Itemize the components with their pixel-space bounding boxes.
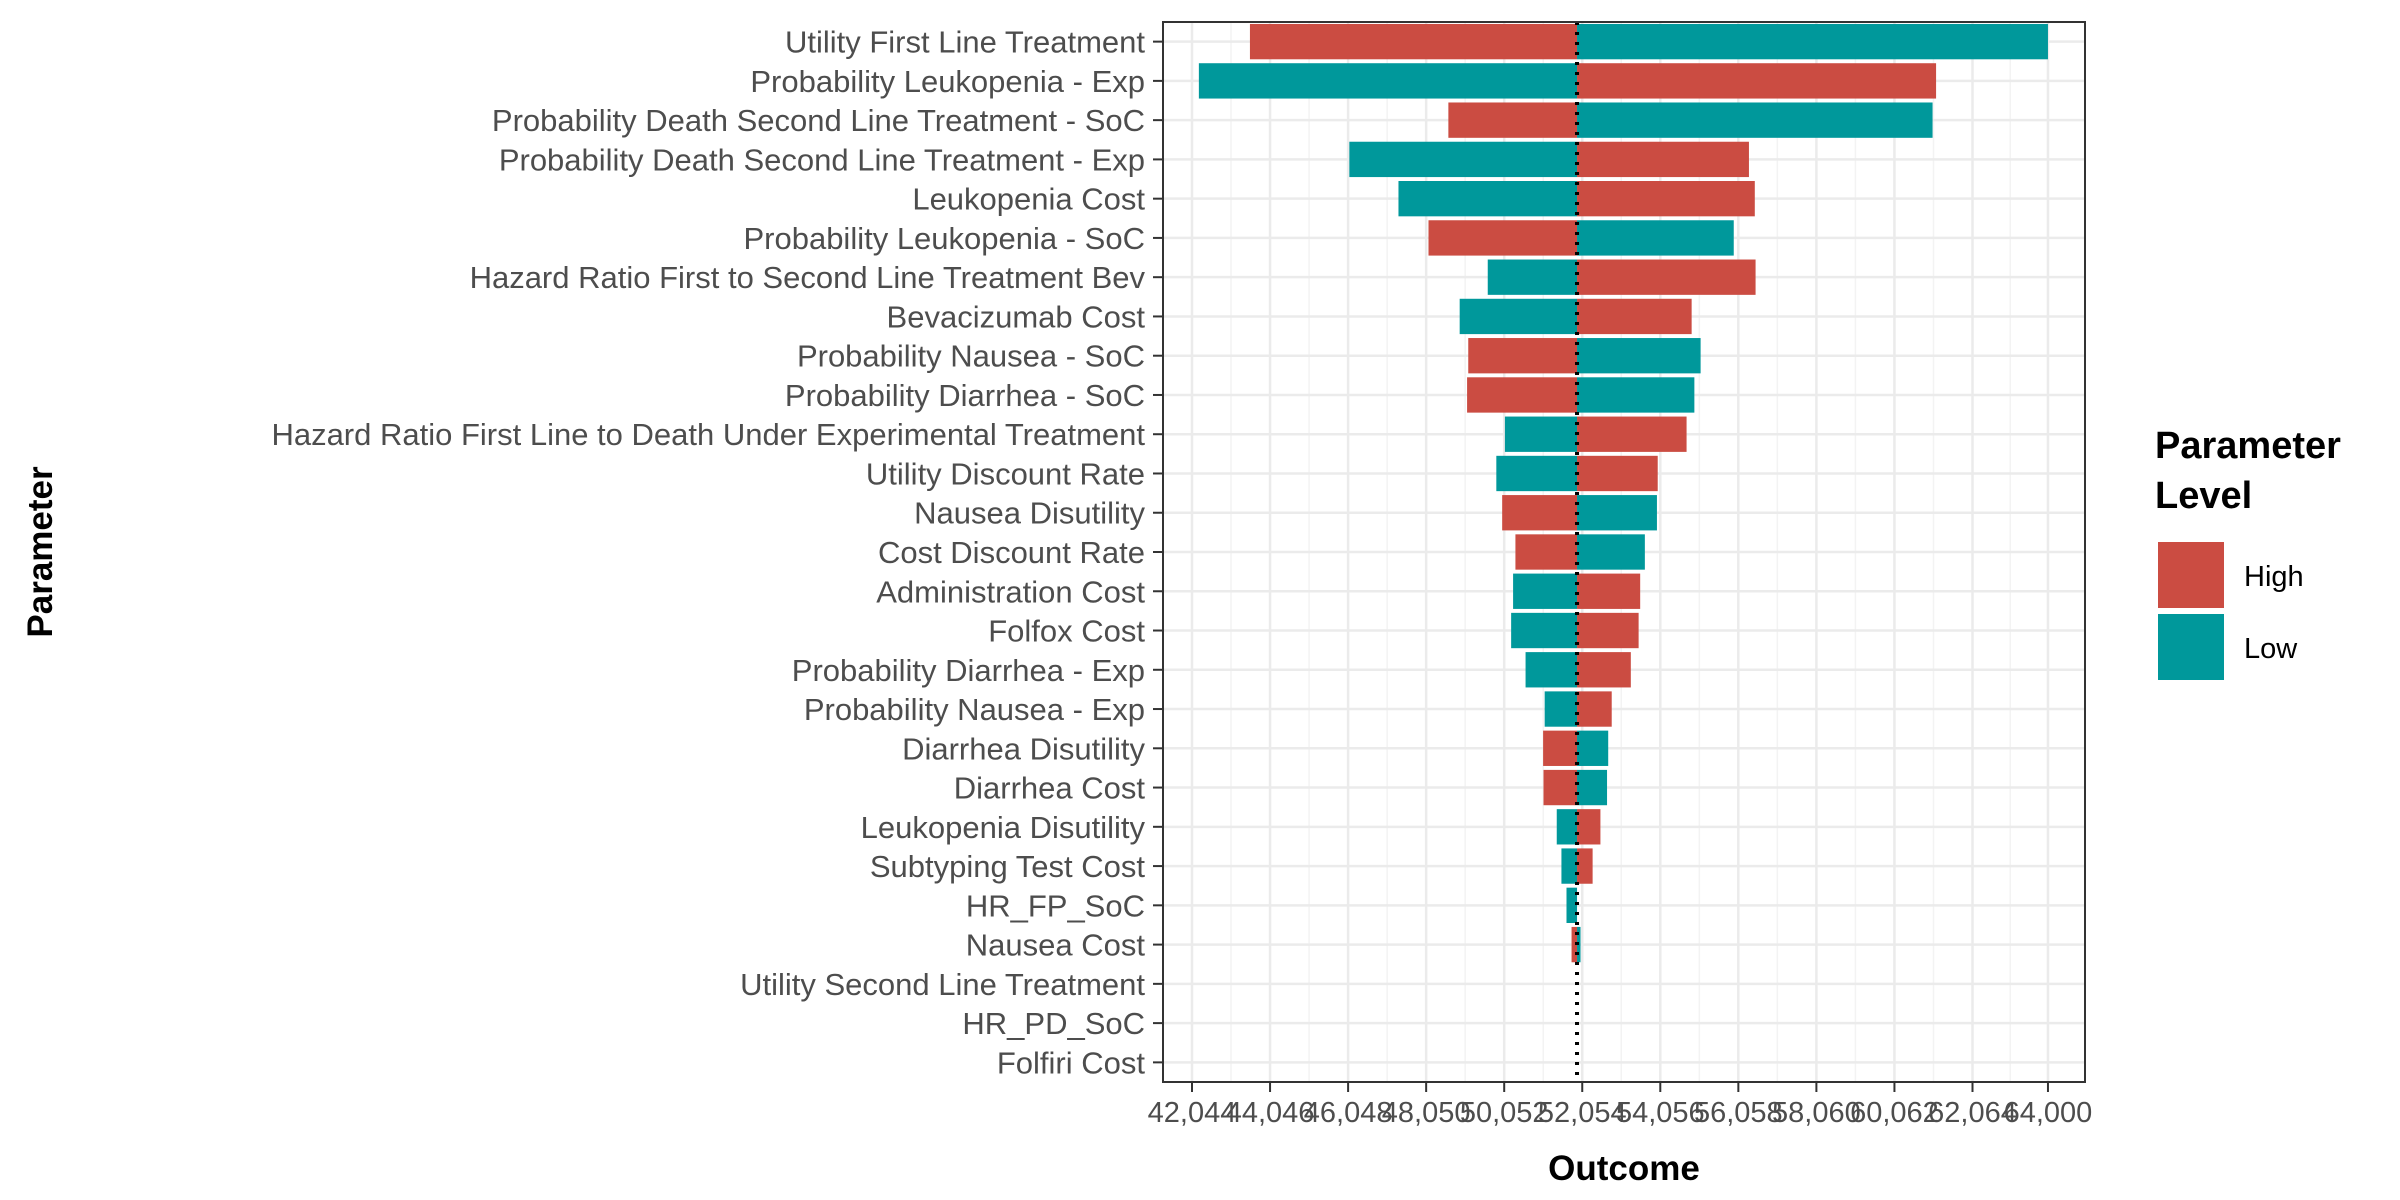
bar-low <box>1577 220 1734 256</box>
bar-low <box>1556 809 1578 845</box>
y-tick-label: Subtyping Test Cost <box>870 849 1146 884</box>
bar-low <box>1349 141 1578 178</box>
bar-high <box>1577 298 1692 335</box>
bar-high <box>1577 141 1749 178</box>
y-axis-title: Parameter <box>21 466 60 638</box>
bar-high <box>1467 377 1578 413</box>
legend: Parameter Level High Low <box>2155 425 2351 680</box>
bar-high <box>1577 455 1658 492</box>
y-tick-label: Probability Diarrhea - Exp <box>792 653 1145 688</box>
x-tick-label: 48,050 <box>1382 1097 1471 1129</box>
y-tick-label: Leukopenia Cost <box>912 182 1145 217</box>
bar-low <box>1525 652 1578 688</box>
bar-low <box>1577 730 1609 766</box>
bar-low <box>1577 769 1608 806</box>
bar-low <box>1487 259 1578 295</box>
bars <box>1198 23 2048 963</box>
bar-low <box>1544 691 1578 727</box>
x-tick-label: 42,044 <box>1148 1097 1237 1129</box>
legend-title-line-1: Parameter <box>2155 425 2341 467</box>
legend-title: Parameter Level <box>2155 425 2351 517</box>
bar-high <box>1571 926 1578 963</box>
bar-low <box>1513 573 1578 609</box>
bar-low <box>1577 102 1933 138</box>
bar-low <box>1511 612 1578 649</box>
bar-high <box>1577 181 1755 217</box>
bar-high <box>1428 220 1578 256</box>
bar-high <box>1543 730 1578 766</box>
y-tick-label: Nausea Cost <box>966 928 1146 963</box>
y-tick-label: Probability Death Second Line Treatment … <box>492 103 1145 138</box>
bar-high <box>1577 691 1612 727</box>
legend-label-low: Low <box>2244 633 2298 665</box>
y-tick-label: Probability Death Second Line Treatment … <box>499 142 1145 177</box>
x-tick-label: 64,000 <box>2004 1097 2093 1129</box>
y-tick-label: Folfiri Cost <box>997 1045 1146 1080</box>
y-tick-label: Nausea Disutility <box>914 496 1145 531</box>
bar-high <box>1448 102 1578 138</box>
y-tick-label: HR_PD_SoC <box>962 1006 1145 1041</box>
y-tick-label: Diarrhea Cost <box>954 771 1146 806</box>
bar-low <box>1504 416 1578 452</box>
bar-high <box>1577 259 1756 295</box>
bar-high <box>1577 652 1631 688</box>
y-tick-label: Utility Second Line Treatment <box>740 967 1145 1002</box>
legend-title-line-2: Level <box>2155 475 2252 517</box>
bar-low <box>1577 23 2048 60</box>
legend-label-high: High <box>2244 561 2304 593</box>
bar-low <box>1398 181 1578 217</box>
legend-key-low <box>2158 614 2224 680</box>
bar-low <box>1577 377 1695 413</box>
x-axis-title: Outcome <box>1548 1149 1700 1188</box>
x-tick-label: 54,056 <box>1616 1097 1705 1129</box>
bar-low <box>1561 848 1578 884</box>
y-tick-label: HR_FP_SoC <box>966 888 1145 923</box>
y-tick-label: Hazard Ratio First Line to Death Under E… <box>271 417 1145 452</box>
y-tick-label: Probability Leukopenia - Exp <box>750 64 1145 99</box>
y-tick-label: Bevacizumab Cost <box>887 299 1146 334</box>
bar-high <box>1249 23 1578 60</box>
bar-low <box>1577 534 1645 570</box>
y-tick-label: Utility First Line Treatment <box>785 25 1145 60</box>
x-tick-label: 46,048 <box>1304 1097 1393 1129</box>
bar-low <box>1459 298 1578 335</box>
bar-high <box>1577 809 1601 845</box>
bar-high <box>1543 769 1578 806</box>
y-tick-label: Folfox Cost <box>988 614 1145 649</box>
y-tick-label: Cost Discount Rate <box>878 535 1145 570</box>
x-tick-label: 52,054 <box>1538 1097 1627 1129</box>
bar-high <box>1577 63 1937 99</box>
y-tick-label: Hazard Ratio First to Second Line Treatm… <box>470 260 1146 295</box>
x-tick-label: 56,058 <box>1694 1097 1783 1129</box>
bar-low <box>1566 887 1578 923</box>
bar-high <box>1577 848 1593 884</box>
legend-key-high <box>2158 542 2224 608</box>
y-tick-label: Probability Nausea - SoC <box>797 339 1145 374</box>
x-tick-label: 44,046 <box>1226 1097 1315 1129</box>
y-axis-ticks: Utility First Line Treatment Probability … <box>271 25 1163 1080</box>
y-tick-label: Probability Nausea - Exp <box>804 692 1145 727</box>
bar-low <box>1496 455 1578 492</box>
y-tick-label: Diarrhea Disutility <box>902 731 1145 766</box>
bar-low <box>1577 338 1701 374</box>
y-tick-label: Administration Cost <box>876 574 1145 609</box>
x-axis-ticks: 42,04444,04646,04848,05050,05252,05454,0… <box>1148 1082 2093 1129</box>
bar-high <box>1502 495 1578 531</box>
bar-high <box>1515 534 1578 570</box>
x-tick-label: 58,060 <box>1772 1097 1861 1129</box>
y-tick-label: Probability Diarrhea - SoC <box>785 378 1145 413</box>
y-tick-label: Utility Discount Rate <box>866 456 1145 491</box>
bar-high <box>1577 416 1687 452</box>
x-tick-label: 50,052 <box>1460 1097 1549 1129</box>
bar-high <box>1468 338 1578 374</box>
bar-low <box>1198 63 1578 99</box>
bar-low <box>1577 495 1657 531</box>
y-tick-label: Leukopenia Disutility <box>861 810 1146 845</box>
x-tick-label: 62,064 <box>1928 1097 2017 1129</box>
x-tick-label: 60,062 <box>1850 1097 1939 1129</box>
y-tick-label: Probability Leukopenia - SoC <box>743 221 1145 256</box>
bar-high <box>1577 612 1639 649</box>
bar-high <box>1577 573 1641 609</box>
